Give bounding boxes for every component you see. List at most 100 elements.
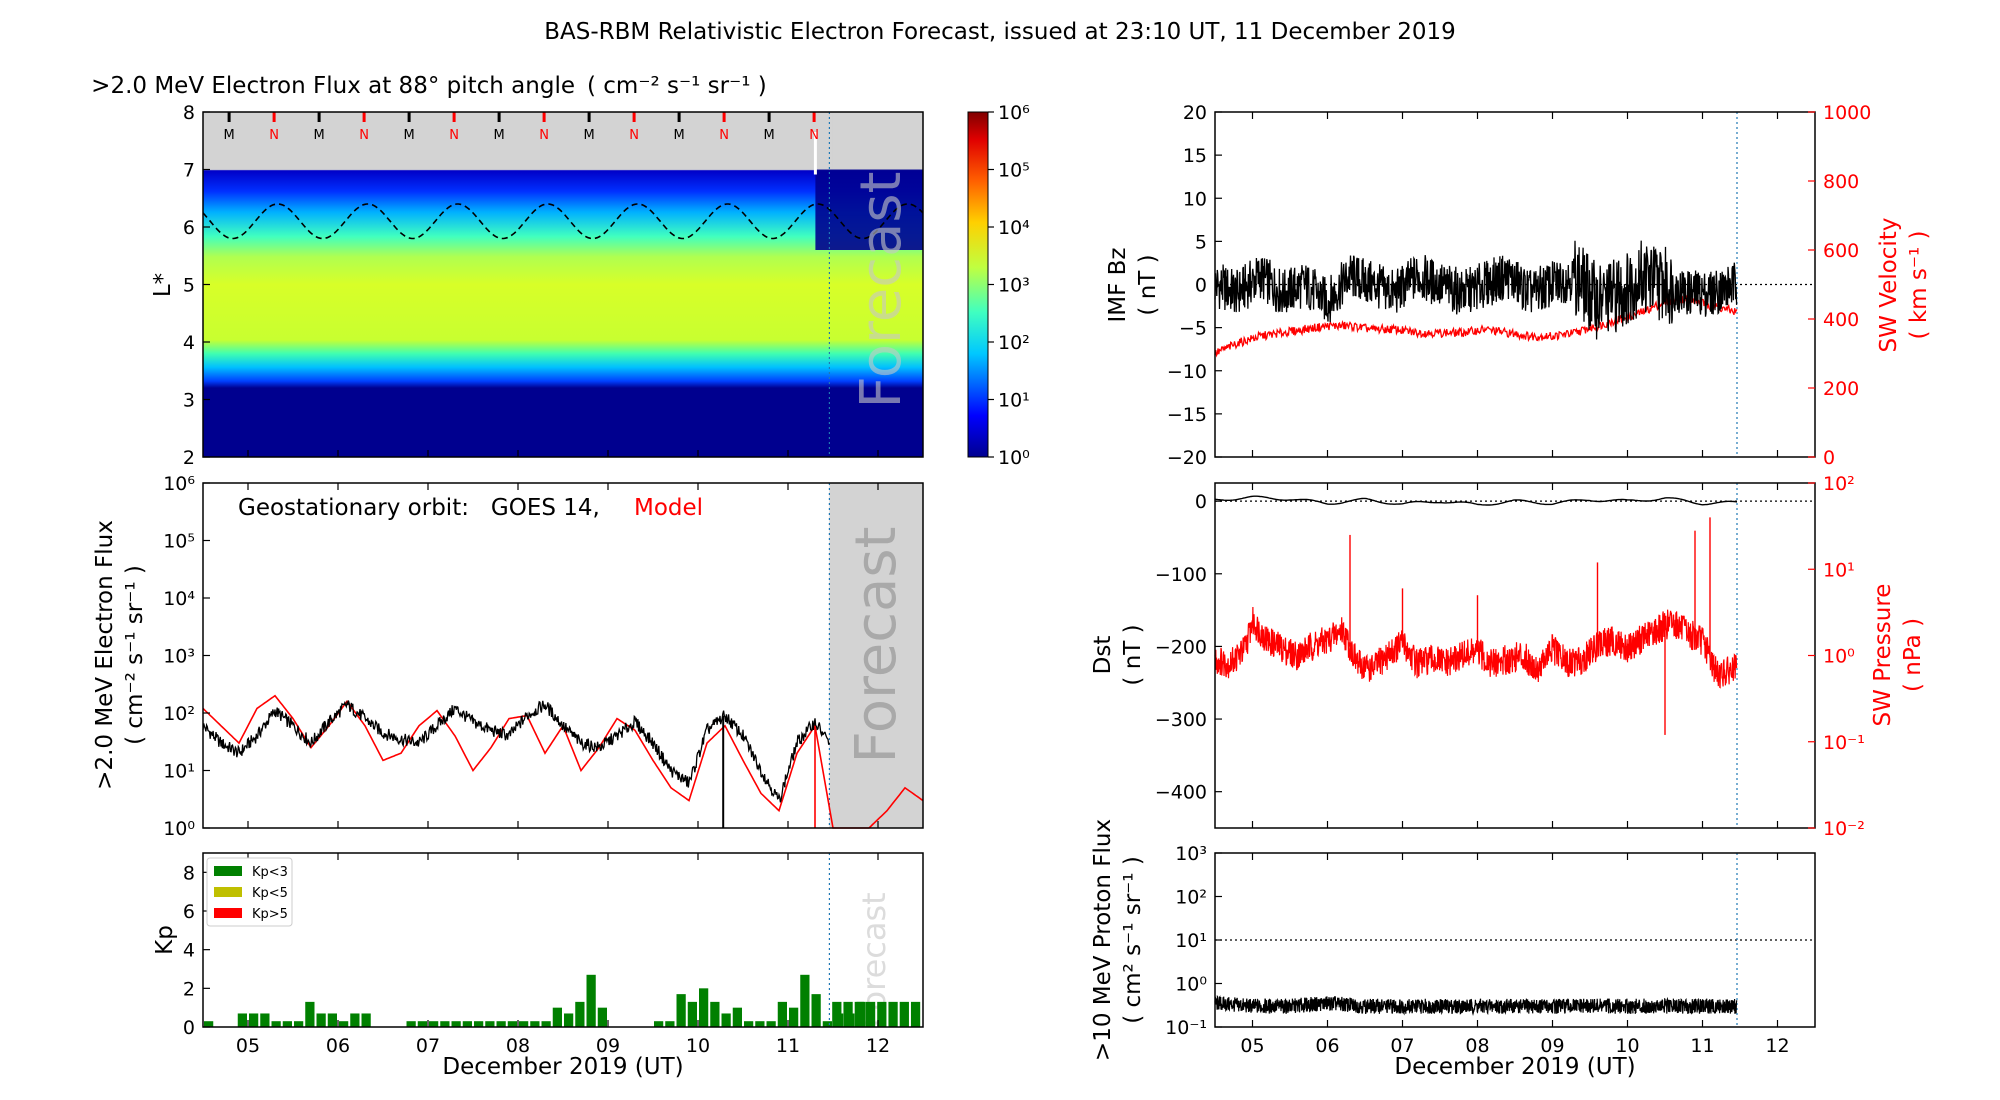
proton-series [1214,853,1815,1027]
dst-ylabel: Dst [1090,636,1116,675]
y-tick-label: 10¹ [1175,930,1207,952]
kp-bar [305,1001,315,1027]
x-tick-label: 07 [1390,1035,1414,1057]
flux-map-panel: >2.0 MeV Electron Flux at 88° pitch angl… [91,73,1030,469]
x-tick-label: 06 [1315,1035,1339,1057]
y-tick-label: 5 [1195,231,1207,253]
kp-bar [417,1021,427,1027]
colorbar-tick-label: 10⁰ [998,447,1030,469]
kp-bar [789,1007,799,1027]
y-tick-label: 10 [1183,188,1207,210]
kp-bar [597,1007,607,1027]
flux-map-title-units: ( cm⁻² s⁻¹ sr⁻¹ ) [587,73,767,99]
proton-ylabel: >10 MeV Proton Flux [1090,819,1116,1061]
kp-bar [744,1021,754,1027]
y-tick-label: −400 [1155,782,1207,804]
kp-bar [474,1021,484,1027]
imf-bz-line [1214,240,1738,340]
kp-bar [699,988,709,1027]
y-tick-label: 10² [163,703,195,725]
geo-forecast-label: Forecast [844,527,909,764]
y-tick-label: 400 [1823,309,1859,331]
x-tick-label: 11 [776,1035,800,1057]
imf-axes: 20 15 10 5 0 −5 −10 −15 −20 0 200 400 600 800 1000 [1167,102,1871,469]
kp-bar [586,974,596,1027]
x-tick-label: 12 [866,1035,890,1057]
geo-flux-series [202,483,924,829]
x-tick-label: 06 [326,1035,350,1057]
y-tick-label: 600 [1823,240,1859,262]
kp-forecast-bar [877,1001,887,1027]
imf-y2units: ( km s⁻¹ ) [1906,231,1932,340]
y2-tick-label: 10⁰ [1823,646,1855,668]
local-time-label: M [223,128,234,143]
local-time-label: M [403,128,414,143]
kp-bar [710,1001,720,1027]
sw-pressure-line [1214,606,1738,689]
kp-forecast-bar [865,1001,876,1027]
geo-flux-yunits: ( cm⁻² s⁻¹ sr⁻¹ ) [122,565,148,745]
colorbar-tick-label: 10⁶ [998,102,1030,124]
local-time-label: M [313,128,324,143]
kp-bar [732,1007,742,1027]
local-time-label: M [673,128,684,143]
colorbar-tick-label: 10¹ [998,390,1030,412]
y-tick-label: −100 [1155,564,1207,586]
x-tick-label: 10 [1615,1035,1639,1057]
kp-forecast-bar [899,1001,909,1027]
dst-series [1214,483,1815,828]
geo-annotation-model: Model [634,495,703,521]
geo-forecast-shade [829,483,923,828]
kp-forecast-bar [832,1001,842,1027]
kp-bar [811,994,821,1027]
geo-flux-panel: Forecast 10⁰ 10¹ 10² 10³ 10⁴ 10⁵ 10⁶ Geostatio… [92,473,924,840]
kp-forecast-bar [910,1001,921,1027]
kp-bar [327,1013,337,1027]
y-tick-label: 7 [183,160,195,182]
kp-forecast-bar [854,1001,864,1027]
y-tick-label: 6 [183,901,195,923]
kp-bar [654,1021,664,1027]
kp-bar [564,1013,574,1027]
proton-flux-line [1214,994,1738,1016]
y-tick-label: 0 [183,1017,195,1039]
imf-ylabel: IMF Bz [1105,247,1131,322]
proton-axes: 05 06 07 08 09 10 11 12 10⁻¹ 10⁰ 10¹ 10² 10³ [1165,843,1789,1057]
y2-tick-label: 10⁻² [1823,818,1865,840]
kp-forecast-bar [843,1001,853,1027]
y-tick-label: 10⁰ [1175,974,1207,996]
y-tick-label: 8 [183,102,195,124]
y-tick-label: −5 [1179,318,1207,340]
kp-bar [822,1021,832,1027]
x-tick-label: 08 [1465,1035,1489,1057]
left-xlabel: December 2019 (UT) [442,1054,683,1080]
kp-bar [294,1021,304,1027]
y-tick-label: 10³ [1175,843,1207,865]
kp-ylabel: Kp [152,925,178,955]
y2-tick-label: 10¹ [1823,559,1855,581]
kp-bar [249,1013,259,1027]
kp-legend-swatch-green [214,866,242,876]
x-tick-label: 07 [416,1035,440,1057]
imf-yunits: ( nT ) [1135,254,1161,315]
local-time-label: M [763,128,774,143]
kp-bar [350,1013,360,1027]
kp-bar [800,974,810,1027]
y-tick-label: −10 [1167,361,1207,383]
kp-bar [519,1021,529,1027]
kp-bar [665,1021,675,1027]
y-tick-label: 1000 [1823,102,1871,124]
dst-y2units: ( nPa ) [1900,618,1926,692]
kp-bar [237,1013,247,1027]
y2-tick-label: 10⁻¹ [1823,732,1865,754]
y-tick-label: −300 [1155,709,1207,731]
dst-axes: 0 −100 −200 −300 −400 10⁻² 10⁻¹ 10⁰ 10¹ 10² [1155,473,1865,840]
y-tick-label: 4 [183,332,195,354]
kp-frame [202,852,924,1028]
kp-bar [496,1021,506,1027]
y-tick-label: 2 [183,447,195,469]
y-tick-label: 10⁻¹ [1165,1017,1207,1039]
kp-axes: 05 06 07 08 09 10 11 12 0 2 4 6 8 [183,853,890,1057]
